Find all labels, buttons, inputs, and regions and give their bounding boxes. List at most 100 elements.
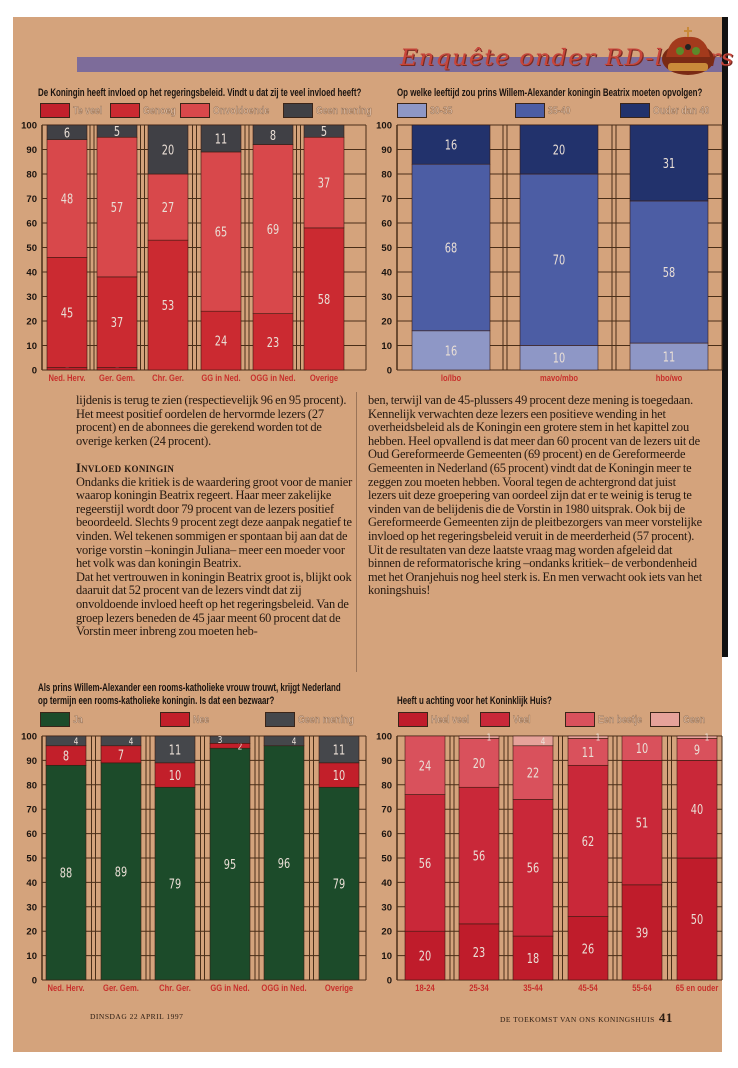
data-label: 16 [445,343,457,359]
legend-swatch [160,712,190,727]
bar-segment [567,735,609,739]
y-tick-label: 100 [21,121,37,132]
data-label: 88 [60,865,72,881]
legend-label: 35-40 [548,104,571,117]
data-label: 69 [267,222,279,238]
legend-item: Geen mening [265,712,368,727]
category-label: 35-44 [523,982,543,993]
y-tick-label: 40 [381,878,392,889]
chart-2: 0 10 20 30 40 50 60 70 80 90 100 16 68 16 lo/lbo 10 70 20… [376,121,723,383]
data-label: 5 [321,124,327,140]
y-tick-label: 0 [32,366,37,377]
legend-item: Nee [160,712,213,727]
data-label: 56 [419,855,431,871]
data-label: 39 [636,925,648,941]
legend-swatch [620,103,650,118]
data-label: 70 [553,252,565,268]
data-label: 10 [169,768,181,784]
legend-label: Ouder dan 40 [653,104,710,117]
y-tick-label: 0 [387,366,392,377]
bar-segment [512,735,554,747]
legend-swatch [40,712,70,727]
bar-segment [629,124,709,202]
data-label: 24 [215,333,227,349]
data-label: 16 [445,137,457,153]
legend-label: Een beetje [598,713,643,726]
data-label: 20 [162,142,174,158]
data-label: 58 [318,292,330,308]
bar-segment [263,745,305,981]
bar-segment [209,747,251,981]
data-label: 20 [473,755,485,771]
data-label: 95 [224,857,236,873]
bar-segment [676,857,718,981]
y-tick-label: 60 [26,829,37,840]
legend-label: Heel veel [431,713,470,726]
data-label: 68 [445,240,457,256]
article-paragraph: Dat het vertrouwen in koningin Beatrix g… [76,569,352,639]
legend-label: Te veel [73,104,103,117]
bar-segment [404,735,446,795]
chart-1: 0102030405060708090100145486Ned. Herv.13… [21,121,367,383]
legend-item: Te veel [40,103,110,118]
data-label: 9 [694,742,700,758]
data-label: 20 [419,948,431,964]
category-label: lo/lbo [441,372,461,383]
y-tick-label: 70 [381,194,392,205]
bar-segment [45,735,87,747]
bar-segment [676,735,718,739]
bar-segment [252,144,294,314]
category-label: 25-34 [469,982,489,993]
data-label: 4 [292,736,297,747]
legend-item: Genoeg [110,103,184,118]
category-label: 45-54 [578,982,598,993]
category-label: Ned. Herv. [49,372,86,383]
y-tick-label: 30 [26,292,37,303]
bar-segment [209,743,251,749]
legend-item: Heel veel [398,712,479,727]
bar-segment [252,313,294,371]
bar-segment [567,764,609,917]
data-label: 10 [553,350,565,366]
data-label: 26 [582,941,594,957]
bar-segment [46,256,88,368]
y-tick-label: 100 [376,732,392,743]
y-tick-label: 50 [26,854,37,865]
data-label: 4 [74,736,79,747]
category-label: hbo/wo [656,372,683,383]
data-label: 10 [333,768,345,784]
category-label: Ned. Herv. [48,982,85,993]
legend-item: Veel [480,712,535,727]
legend-swatch [515,103,545,118]
bar-segment [147,239,189,371]
bar-segment [200,124,242,153]
y-tick-label: 30 [381,292,392,303]
category-label: 55-64 [632,982,652,993]
footer-section: DE TOEKOMST VAN ONS KONINGSHUIS 41 [500,1010,673,1026]
data-label: 1 [596,733,601,744]
bar-segment [411,124,491,165]
category-label: OGG in Ned. [250,372,295,383]
category-label: Overige [325,982,353,993]
legend-swatch [180,103,210,118]
bar-segment [519,124,599,175]
legend-label: Onvoldoende [213,104,270,117]
bar-segment [200,151,242,312]
bar-segment [676,760,718,859]
bar-segment [303,124,345,138]
data-label: 18 [527,951,539,967]
legend-item: Onvoldoende [180,103,283,118]
bar-segment [629,200,709,344]
bar-segment [458,738,500,788]
bar-segment [252,124,294,145]
header-bar [77,57,722,72]
data-label: 11 [582,744,594,760]
bar-segment [458,786,500,925]
data-label: 11 [663,349,675,365]
y-tick-label: 10 [381,341,392,352]
bar-segment [519,345,599,371]
data-label: 51 [636,815,648,831]
data-label: 58 [663,265,675,281]
y-tick-label: 70 [381,805,392,816]
chart-4-title: Heeft u achting voor het Koninklijk Huis… [397,695,552,707]
